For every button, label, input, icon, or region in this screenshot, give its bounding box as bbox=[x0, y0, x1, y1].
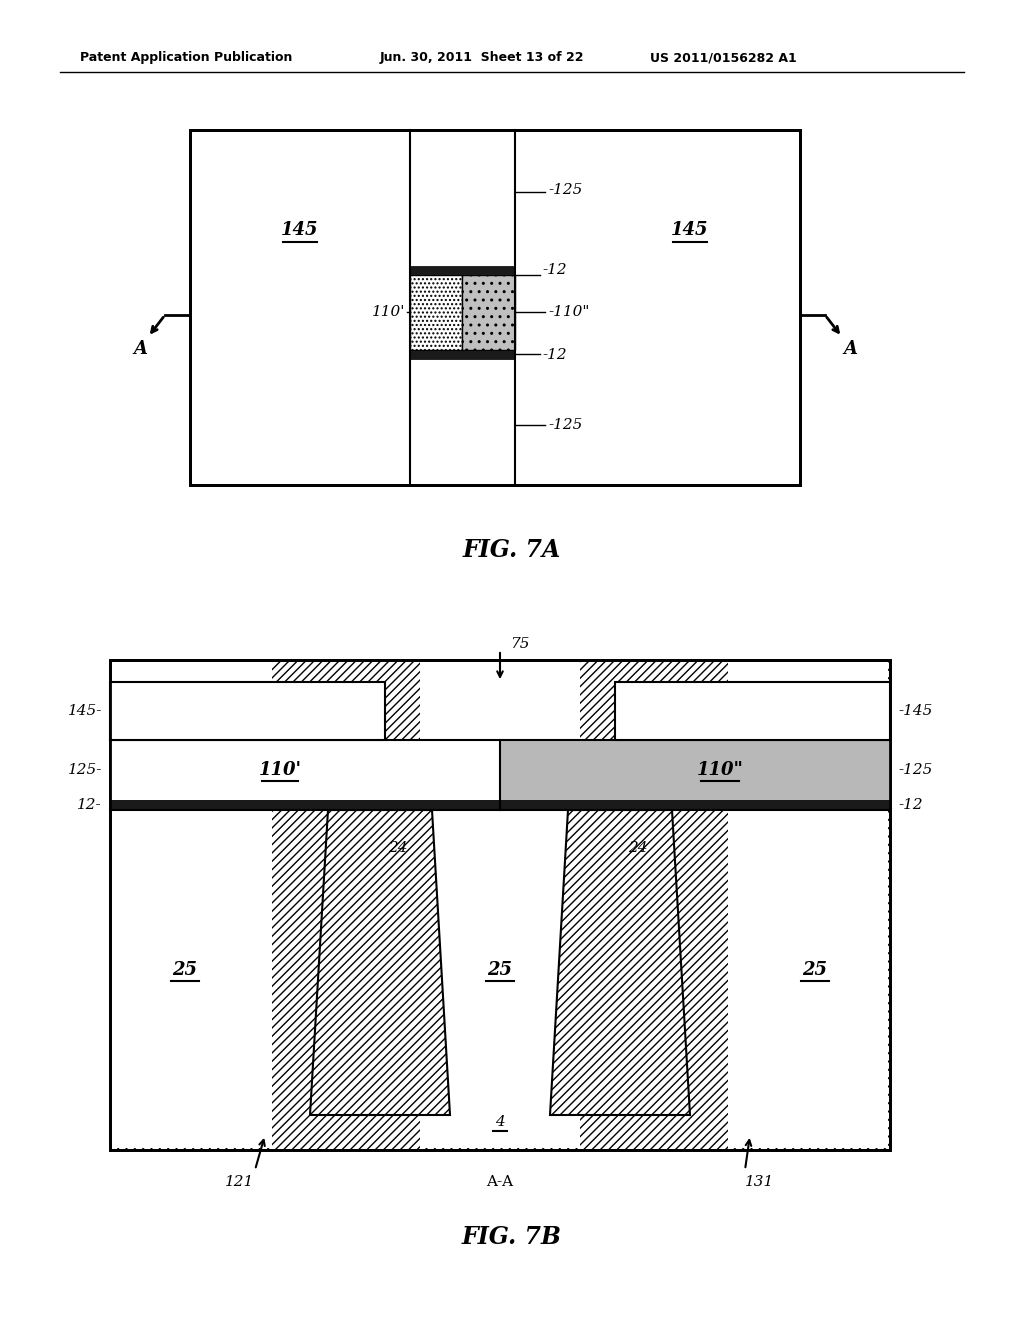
Bar bbox=[410, 350, 515, 359]
Bar bbox=[420, 663, 580, 1148]
Text: 131: 131 bbox=[745, 1175, 774, 1189]
Bar bbox=[410, 275, 462, 350]
Text: -110": -110" bbox=[548, 305, 590, 319]
Text: 25: 25 bbox=[172, 961, 198, 979]
Text: 145-: 145- bbox=[68, 704, 102, 718]
Bar bbox=[110, 660, 890, 1150]
Text: 24: 24 bbox=[388, 841, 408, 855]
Text: Jun. 30, 2011  Sheet 13 of 22: Jun. 30, 2011 Sheet 13 of 22 bbox=[380, 51, 585, 65]
Text: 12-: 12- bbox=[78, 799, 102, 812]
Text: 125-: 125- bbox=[68, 763, 102, 777]
Text: -12: -12 bbox=[898, 799, 923, 812]
Text: A: A bbox=[843, 341, 857, 358]
Text: 121: 121 bbox=[225, 1175, 255, 1189]
Bar bbox=[110, 660, 890, 1150]
Text: 110': 110' bbox=[372, 305, 406, 319]
Text: FIG. 7B: FIG. 7B bbox=[462, 1225, 562, 1249]
Polygon shape bbox=[310, 810, 450, 1115]
Bar bbox=[190, 129, 800, 484]
Text: -145: -145 bbox=[898, 704, 933, 718]
Text: 110": 110" bbox=[696, 762, 743, 779]
Text: 145: 145 bbox=[282, 220, 318, 239]
Text: -125: -125 bbox=[548, 418, 583, 432]
Text: 25: 25 bbox=[487, 961, 512, 979]
Polygon shape bbox=[550, 810, 690, 1115]
Bar bbox=[190, 129, 800, 484]
Bar bbox=[615, 682, 890, 741]
Bar bbox=[462, 275, 515, 350]
Text: A: A bbox=[133, 341, 147, 358]
Bar bbox=[728, 663, 888, 1148]
Text: US 2011/0156282 A1: US 2011/0156282 A1 bbox=[650, 51, 797, 65]
Text: -125: -125 bbox=[548, 183, 583, 197]
Text: 25: 25 bbox=[803, 961, 827, 979]
Text: Patent Application Publication: Patent Application Publication bbox=[80, 51, 293, 65]
Text: -12: -12 bbox=[542, 263, 566, 277]
Bar bbox=[410, 267, 515, 275]
Bar bbox=[500, 741, 890, 800]
Text: FIG. 7A: FIG. 7A bbox=[463, 539, 561, 562]
Text: 24: 24 bbox=[629, 841, 648, 855]
Bar bbox=[190, 129, 800, 484]
Text: 4: 4 bbox=[496, 1115, 505, 1129]
Text: 75: 75 bbox=[510, 638, 529, 651]
Text: -12: -12 bbox=[542, 348, 566, 362]
Bar bbox=[110, 741, 500, 800]
Bar bbox=[112, 663, 272, 1148]
Bar bbox=[110, 682, 385, 741]
Bar bbox=[410, 129, 515, 484]
Text: A-A: A-A bbox=[486, 1175, 514, 1189]
Bar bbox=[110, 800, 890, 810]
Text: 145: 145 bbox=[672, 220, 709, 239]
Text: 110': 110' bbox=[258, 762, 301, 779]
Text: -125: -125 bbox=[898, 763, 933, 777]
